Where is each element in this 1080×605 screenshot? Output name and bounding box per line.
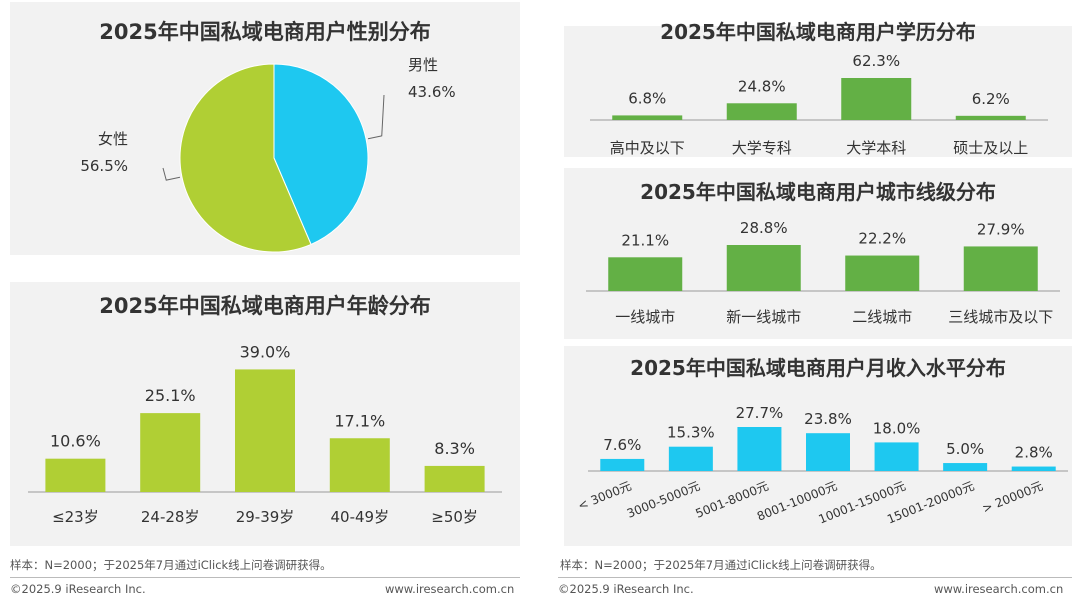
pie-category-label-male: 男性 xyxy=(408,56,438,74)
income-value-label-1: 7.6% xyxy=(603,436,641,454)
education-chart-title: 2025年中国私域电商用户学历分布 xyxy=(660,20,976,44)
income-bar-4 xyxy=(806,433,850,471)
age-category-label-2: 24-28岁 xyxy=(141,508,200,526)
copyright-right: ©2025.9 iResearch Inc. xyxy=(558,582,694,596)
education-category-label-4: 硕士及以上 xyxy=(953,139,1028,157)
income-bar-3 xyxy=(737,427,782,471)
income-bar-6 xyxy=(943,463,988,471)
income-value-label-3: 27.7% xyxy=(736,404,784,422)
city-category-label-4: 三线城市及以下 xyxy=(948,308,1053,326)
site-link-left[interactable]: www.iresearch.com.cn xyxy=(385,582,515,596)
income-panel: 2025年中国私域电商用户月收入水平分布 xyxy=(564,346,1072,546)
copyright-left: ©2025.9 iResearch Inc. xyxy=(10,582,146,596)
education-value-label-3: 62.3% xyxy=(852,52,900,70)
education-category-label-2: 大学专科 xyxy=(732,139,792,157)
pie-leader-line-male xyxy=(367,94,385,140)
city-bar-3 xyxy=(845,255,920,291)
income-value-label-2: 15.3% xyxy=(667,424,715,442)
education-value-label-2: 24.8% xyxy=(738,77,786,95)
age-category-label-4: 40-49岁 xyxy=(331,508,390,526)
income-bar-1 xyxy=(600,458,645,471)
education-value-label-1: 6.8% xyxy=(628,89,666,107)
education-category-label-1: 高中及以下 xyxy=(610,139,685,157)
age-value-label-5: 8.3% xyxy=(434,439,475,458)
sample-note-left: 样本：N=2000；于2025年7月通过iClick线上问卷调研获得。 xyxy=(10,558,332,572)
pie-leader-line-female xyxy=(162,167,181,181)
education-bar-3 xyxy=(841,78,912,120)
pie-value-label-female: 56.5% xyxy=(80,157,128,175)
age-bar-1 xyxy=(45,458,106,492)
city-bar-2 xyxy=(726,245,801,291)
education-bar-4 xyxy=(955,115,1026,120)
age-bar-4 xyxy=(329,438,390,492)
pie-slice-female xyxy=(179,63,312,253)
income-bar-2 xyxy=(668,446,713,471)
age-bar-2 xyxy=(140,413,201,492)
income-chart-title: 2025年中国私域电商用户月收入水平分布 xyxy=(630,356,1006,380)
footer-divider-left xyxy=(10,577,520,578)
pie-value-label-male: 43.6% xyxy=(408,83,456,101)
age-chart-title: 2025年中国私域电商用户年龄分布 xyxy=(99,294,431,318)
pie-category-label-female: 女性 xyxy=(98,130,128,148)
sample-note-right: 样本：N=2000；于2025年7月通过iClick线上问卷调研获得。 xyxy=(560,558,882,572)
education-category-label-3: 大学本科 xyxy=(846,139,906,157)
education-value-label-4: 6.2% xyxy=(972,90,1010,108)
footer-divider-right xyxy=(558,577,1072,578)
gender-chart-title: 2025年中国私域电商用户性别分布 xyxy=(99,20,431,44)
education-bar-1 xyxy=(612,115,683,120)
income-category-label-2: 3000-5000元 xyxy=(625,479,702,521)
age-category-label-3: 29-39岁 xyxy=(236,508,295,526)
income-value-label-6: 5.0% xyxy=(946,440,984,458)
age-value-label-3: 39.0% xyxy=(240,342,291,361)
city-bar-1 xyxy=(608,257,683,291)
site-link-right[interactable]: www.iresearch.com.cn xyxy=(934,582,1064,596)
city-value-label-4: 27.9% xyxy=(977,220,1025,238)
income-bar-7 xyxy=(1011,466,1056,471)
age-bar-5 xyxy=(424,465,485,492)
city-category-label-3: 二线城市 xyxy=(852,308,912,326)
city-chart-title: 2025年中国私域电商用户城市线级分布 xyxy=(640,180,996,204)
income-value-label-5: 18.0% xyxy=(873,419,921,437)
income-bar-5 xyxy=(874,442,919,471)
age-value-label-1: 10.6% xyxy=(50,432,101,451)
age-value-label-2: 25.1% xyxy=(145,386,196,405)
income-category-label-7: > 20000元 xyxy=(980,479,1045,516)
age-bar-3 xyxy=(235,369,295,492)
age-category-label-1: ≤23岁 xyxy=(52,508,99,526)
city-value-label-3: 22.2% xyxy=(858,230,906,248)
city-category-label-1: 一线城市 xyxy=(615,308,675,326)
education-bar-2 xyxy=(726,103,797,120)
pie-slice-male xyxy=(273,63,369,246)
city-category-label-2: 新一线城市 xyxy=(726,308,801,326)
income-value-label-4: 23.8% xyxy=(804,410,852,428)
city-value-label-1: 21.1% xyxy=(621,231,669,249)
city-value-label-2: 28.8% xyxy=(740,219,788,237)
city-bar-4 xyxy=(963,246,1038,291)
income-value-label-7: 2.8% xyxy=(1015,444,1053,462)
education-panel: 2025年中国私域电商用户学历分布 xyxy=(564,20,1072,157)
age-value-label-4: 17.1% xyxy=(334,411,385,430)
age-category-label-5: ≥50岁 xyxy=(431,508,478,526)
